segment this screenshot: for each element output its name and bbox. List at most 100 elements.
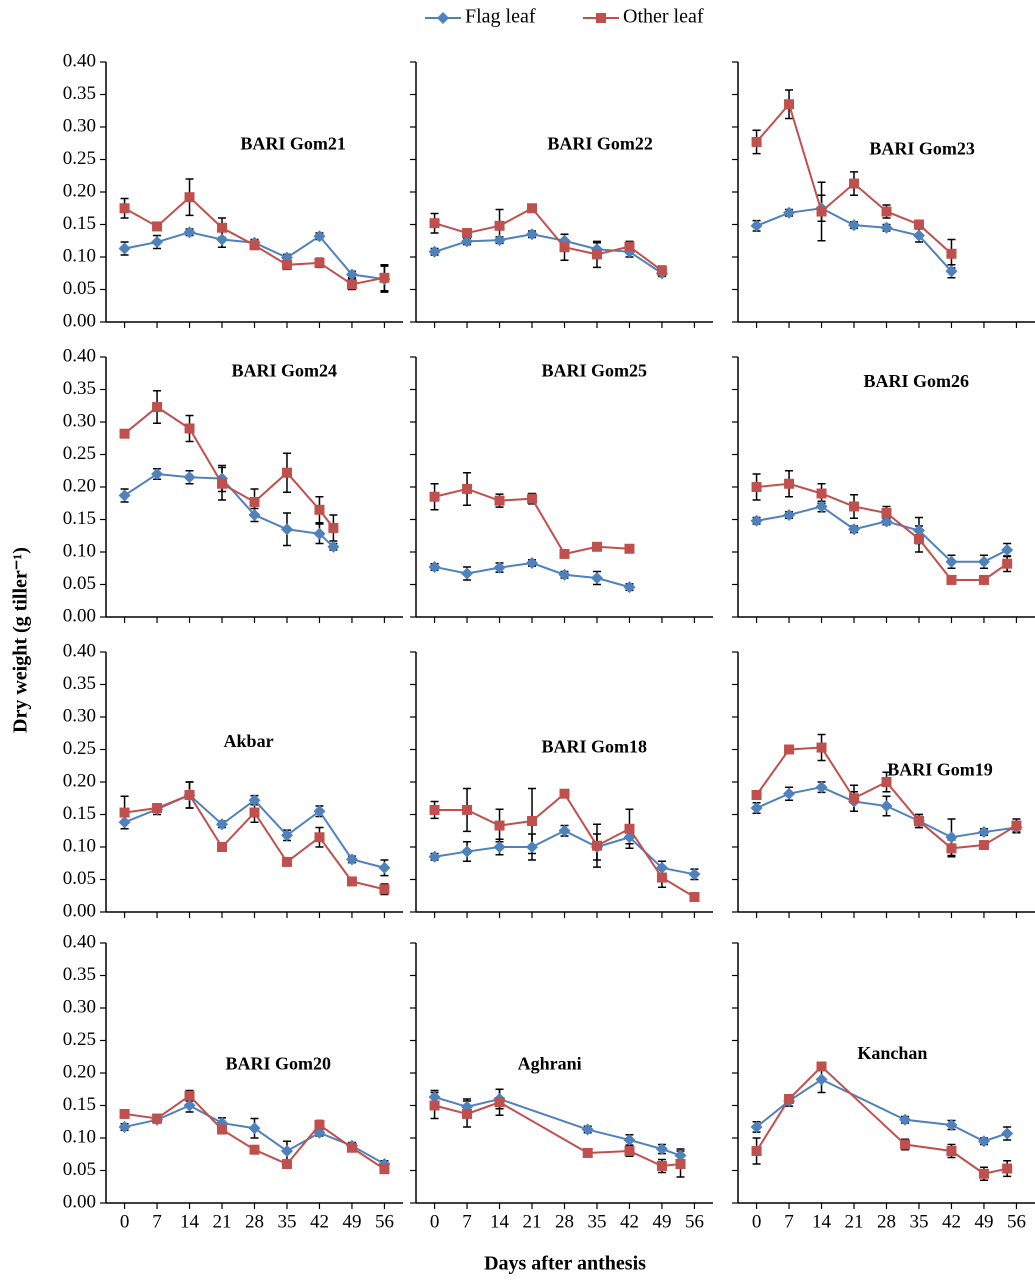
marker-square <box>346 876 357 887</box>
marker-diamond <box>345 853 358 866</box>
marker-square <box>249 240 260 251</box>
marker-diamond <box>248 794 261 807</box>
x-tick-label: 28 <box>877 1211 896 1232</box>
y-tick-label: 0.30 <box>63 115 96 136</box>
marker-diamond <box>151 236 164 249</box>
marker-square <box>152 402 163 413</box>
marker-square <box>946 1146 957 1156</box>
marker-square <box>494 820 505 831</box>
x-tick-label: 28 <box>555 1211 574 1232</box>
y-tick-label: 0.05 <box>63 573 96 594</box>
marker-square <box>978 1168 989 1179</box>
marker-diamond <box>1001 544 1014 557</box>
y-tick-label: 0.30 <box>63 410 96 431</box>
y-tick-label: 0.10 <box>63 245 96 266</box>
marker-square <box>624 823 635 834</box>
marker-square <box>656 872 667 883</box>
marker-square <box>119 1108 130 1119</box>
marker-diamond <box>750 802 763 814</box>
marker-diamond <box>977 555 990 568</box>
marker-square <box>784 744 795 755</box>
marker-square <box>751 136 762 147</box>
marker-square <box>494 495 505 506</box>
x-tick-label: 42 <box>942 1211 961 1232</box>
marker-square <box>913 816 924 826</box>
panel-title: Akbar <box>224 731 274 751</box>
y-tick-label: 0.05 <box>63 1159 96 1180</box>
y-tick-label: 0.30 <box>63 996 96 1017</box>
x-tick-label: 56 <box>1007 1211 1026 1232</box>
marker-diamond <box>815 1073 828 1086</box>
x-tick-label: 21 <box>845 1211 864 1232</box>
x-tick-label: 56 <box>375 1211 394 1232</box>
marker-diamond <box>558 568 571 581</box>
marker-diamond <box>912 524 925 537</box>
series-line <box>434 792 695 898</box>
marker-square <box>1002 1163 1013 1174</box>
marker-square <box>1002 558 1013 569</box>
marker-square <box>494 1097 505 1108</box>
marker-square <box>881 508 892 518</box>
marker-diamond <box>623 581 636 594</box>
marker-square <box>281 259 292 270</box>
marker-square <box>119 203 130 214</box>
y-tick-label: 0.40 <box>63 931 96 952</box>
marker-diamond <box>461 235 474 248</box>
x-tick-label: 28 <box>245 1211 264 1232</box>
marker-diamond <box>1001 1127 1014 1140</box>
marker-diamond <box>655 1143 668 1156</box>
marker-diamond <box>493 234 506 247</box>
marker-square <box>784 1094 795 1104</box>
marker-square <box>249 807 260 818</box>
marker-diamond <box>428 245 441 258</box>
marker-square <box>429 491 440 502</box>
x-tick-label: 35 <box>277 1211 296 1232</box>
marker-square <box>849 793 860 804</box>
x-tick-label: 0 <box>752 1211 762 1232</box>
legend-label: Other leaf <box>623 6 704 28</box>
y-tick-label: 0.10 <box>63 1126 96 1147</box>
marker-square <box>751 1146 762 1156</box>
marker-square <box>217 1124 228 1135</box>
marker-diamond <box>848 523 861 536</box>
marker-square <box>978 574 989 585</box>
marker-square <box>816 1061 827 1072</box>
marker-square <box>314 504 325 515</box>
marker-diamond <box>313 230 326 243</box>
y-tick-label: 0.10 <box>63 540 96 561</box>
marker-diamond <box>378 861 391 874</box>
marker-diamond <box>815 781 828 794</box>
y-tick-label: 0.40 <box>63 345 96 366</box>
marker-square <box>281 1159 292 1169</box>
marker-diamond <box>118 242 131 255</box>
x-tick-label: 56 <box>685 1211 704 1232</box>
marker-diamond <box>216 233 229 246</box>
y-tick-label: 0.35 <box>63 964 96 985</box>
marker-diamond <box>313 805 326 818</box>
marker-square <box>217 222 228 233</box>
marker-diamond <box>526 228 539 241</box>
marker-diamond <box>183 226 196 239</box>
marker-square <box>624 241 635 252</box>
marker-diamond <box>912 229 925 242</box>
marker-square <box>582 1147 593 1158</box>
marker-square <box>656 265 667 276</box>
marker-square <box>881 206 892 217</box>
x-tick-label: 21 <box>523 1211 542 1232</box>
marker-square <box>379 884 390 895</box>
marker-diamond <box>493 561 506 574</box>
x-tick-label: 21 <box>213 1211 232 1232</box>
y-tick-label: 0.00 <box>63 1191 96 1212</box>
marker-square <box>816 742 827 753</box>
marker-diamond <box>183 471 196 484</box>
marker-diamond <box>118 816 131 829</box>
marker-square <box>152 803 163 813</box>
marker-square <box>978 840 989 851</box>
marker-square <box>946 574 957 585</box>
y-tick-label: 0.10 <box>63 835 96 856</box>
panel-title: BARI Gom19 <box>887 760 993 780</box>
y-tick-label: 0.35 <box>63 83 96 104</box>
marker-square <box>184 192 195 203</box>
x-tick-label: 14 <box>490 1211 510 1232</box>
marker-diamond <box>151 468 164 480</box>
